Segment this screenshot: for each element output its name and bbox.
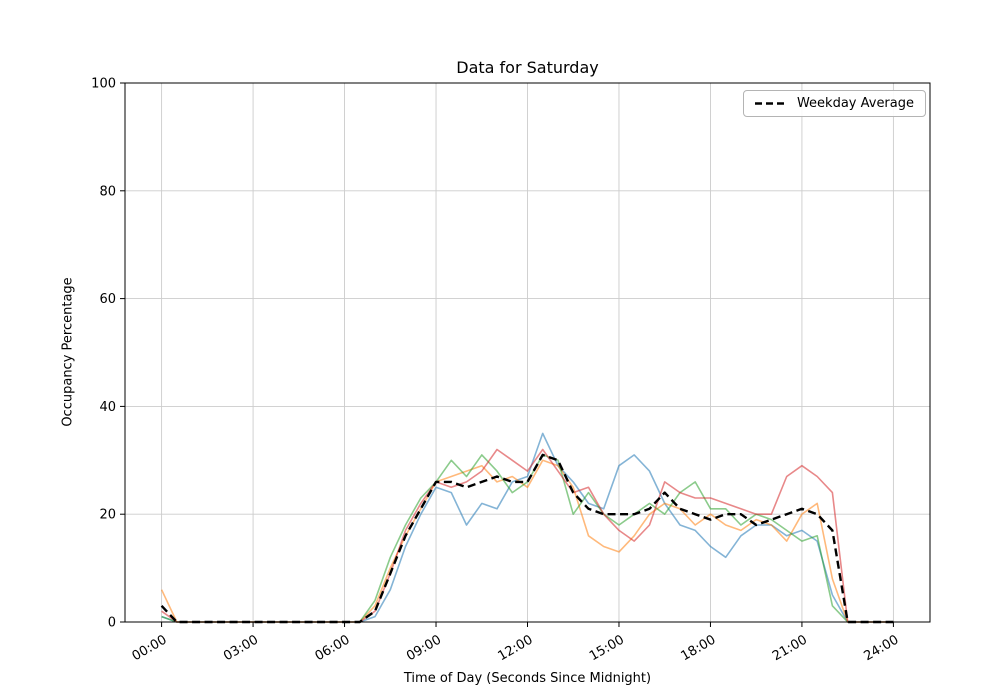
x-tick-label: 12:00 xyxy=(496,632,536,664)
y-tick-label: 20 xyxy=(99,508,116,523)
x-tick-label: 15:00 xyxy=(587,632,627,664)
x-tick-label: 06:00 xyxy=(313,632,353,664)
x-tick-label: 03:00 xyxy=(221,632,261,664)
x-tick-label: 18:00 xyxy=(679,632,719,664)
y-tick-label: 60 xyxy=(99,292,116,307)
legend: Weekday Average xyxy=(742,90,926,117)
x-tick-label: 24:00 xyxy=(861,632,901,664)
y-tick-label: 100 xyxy=(91,77,116,92)
x-tick-label: 00:00 xyxy=(130,632,170,664)
y-tick-label: 40 xyxy=(99,400,116,415)
x-tick-label: 09:00 xyxy=(404,632,444,664)
x-tick-label: 21:00 xyxy=(770,632,810,664)
dashed-line-icon xyxy=(754,102,787,105)
y-tick-label: 0 xyxy=(108,616,116,631)
chart-title: Data for Saturday xyxy=(456,58,599,77)
legend-label: Weekday Average xyxy=(796,96,914,111)
y-tick-label: 80 xyxy=(99,184,116,199)
x-axis-label: Time of Day (Seconds Since Midnight) xyxy=(403,671,652,686)
